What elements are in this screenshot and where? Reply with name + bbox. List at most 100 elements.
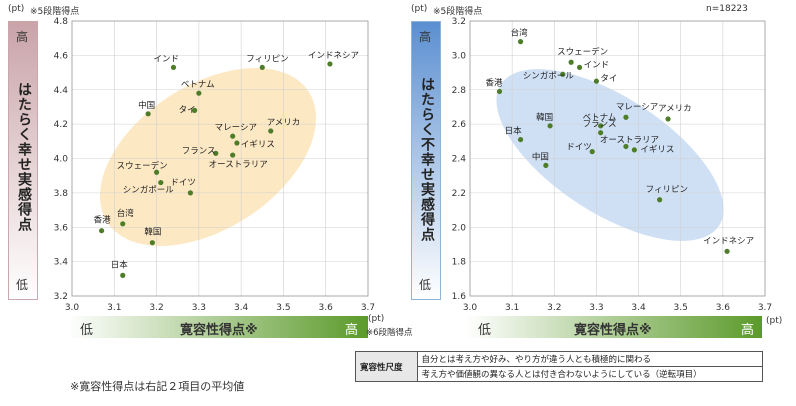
left-ylabel: はたらく幸せ実感得点 (16, 82, 32, 232)
y-tick-label: 3.4 (54, 258, 69, 268)
x-tick-label: 3.7 (361, 303, 375, 313)
data-point (230, 152, 236, 158)
right-ylow-label: 低 (419, 278, 432, 292)
left-chart: 3.0 3.1 3.2 3.3 3.4 3.5 3.6 3.7 3.2 3.4 3.6 3.8 4.0 4… (54, 17, 375, 313)
y-tick-label: 4.2 (54, 120, 68, 130)
table-header-cell: 寛容性尺度 (355, 351, 418, 382)
data-point (593, 78, 600, 84)
data-point (631, 147, 637, 153)
point-label: 日本 (505, 126, 523, 137)
n-label: n=18223 (706, 4, 748, 14)
y-tick-label: 3.2 (54, 292, 68, 302)
data-point (598, 130, 604, 136)
point-label: フィリピン (646, 185, 688, 195)
data-point (598, 123, 604, 129)
data-point (547, 123, 553, 129)
point-label: インド (153, 54, 179, 64)
data-point (724, 248, 730, 254)
right-xhigh-label: 高 (740, 323, 754, 338)
y-tick-label: 4.4 (54, 86, 69, 96)
data-point (153, 169, 160, 175)
plot-frame (71, 20, 369, 297)
left-ylow-label: 低 (16, 278, 29, 292)
y-tick-label: 4.0 (54, 155, 69, 165)
data-point (149, 240, 155, 246)
table-row: 考え方や価値観の異なる人とは付き合わないようにしている（逆転項目） (416, 366, 764, 382)
point-label: フィリピン (246, 54, 288, 64)
data-point (543, 162, 549, 168)
left-xlow-label: 低 (80, 323, 94, 338)
point-label: 韓国 (144, 227, 161, 238)
data-point (192, 107, 198, 113)
footnote: ※寛容性得点は右記２項目の平均値 (70, 380, 245, 393)
x-tick-label: 3.6 (319, 303, 334, 313)
data-point (496, 88, 503, 95)
data-point (568, 59, 574, 65)
left-ylabel-box: 高 はたらく幸せ実感得点 低 (8, 21, 38, 300)
y-tick-label: 2.4 (452, 155, 467, 165)
point-label: 香港 (486, 77, 504, 88)
left-unit-y: (pt) (8, 4, 25, 14)
point-label: フランス (583, 120, 617, 130)
y-tick-label: 4.6 (54, 51, 69, 61)
right-ylabel-box: 高 はたらく不幸せ実感得点 低 (411, 21, 441, 300)
left-unit-x: (pt) (368, 314, 385, 324)
data-point (259, 64, 265, 71)
point-label: インドネシア (308, 51, 359, 61)
point-label: ドイツ (170, 178, 196, 188)
y-tick-label: 2.0 (452, 223, 467, 233)
x-tick-label: 3.0 (463, 303, 478, 313)
point-label: タイ (179, 105, 196, 115)
cluster-ellipse (99, 68, 317, 246)
plot-frame (469, 20, 766, 297)
left-xhigh-label: 高 (344, 323, 358, 338)
data-point (230, 133, 236, 139)
point-label: マレーシア (215, 123, 257, 133)
x-tick-label: 3.2 (149, 303, 163, 313)
point-label: オーストラリア (209, 160, 268, 170)
point-label: シンガポール (123, 185, 175, 196)
x-tick-label: 3.3 (589, 303, 603, 313)
y-tick-label: 3.6 (54, 223, 69, 233)
point-label: スウェーデン (117, 160, 168, 171)
data-point (234, 140, 240, 146)
y-tick-label: 2.2 (452, 189, 466, 199)
point-label: 中国 (138, 100, 155, 111)
point-label: アメリカ (658, 104, 692, 114)
left-xlabel-bar: 低 寛容性得点※ 高 (68, 316, 368, 338)
x-tick-label: 3.1 (107, 303, 121, 313)
point-label: マレーシア (616, 102, 658, 112)
point-label: 中国 (532, 151, 549, 162)
data-point (517, 136, 524, 143)
left-xlabel: 寛容性得点※ (180, 323, 258, 338)
right-yhigh-label: 高 (419, 30, 432, 44)
point-label: アメリカ (267, 118, 301, 128)
data-point (120, 221, 126, 227)
right-unit-y: (pt) (411, 4, 428, 14)
point-label: スウェーデン (557, 46, 608, 57)
data-point (665, 116, 671, 122)
data-point (196, 90, 202, 96)
point-label: イギリス (241, 140, 275, 150)
data-point (268, 128, 274, 134)
table-row: 自分とは考え方や好み、やり方が違う人とも積極的に関わる (416, 351, 764, 367)
point-label: 台湾 (117, 208, 135, 219)
point-label: インドネシア (703, 236, 754, 246)
right-xlow-label: 低 (478, 323, 492, 338)
data-point (158, 179, 164, 186)
y-tick-label: 2.6 (452, 120, 467, 130)
x-tick-label: 3.6 (716, 303, 731, 313)
point-label: ドイツ (566, 143, 592, 153)
data-point (517, 39, 524, 45)
y-tick-label: 1.6 (452, 292, 467, 302)
right-xlabel: 寛容性得点※ (574, 323, 652, 338)
data-point (657, 197, 663, 203)
x-tick-label: 3.0 (65, 303, 80, 313)
x-tick-label: 3.5 (674, 303, 688, 313)
y-tick-label: 3.8 (54, 189, 69, 199)
data-point (99, 228, 105, 234)
point-label: ベトナム (181, 80, 215, 90)
tolerance-scale-table: 寛容性尺度 自分とは考え方や好み、やり方が違う人とも積極的に関わる 考え方や価値… (355, 351, 764, 382)
point-label: イギリス (640, 145, 674, 155)
